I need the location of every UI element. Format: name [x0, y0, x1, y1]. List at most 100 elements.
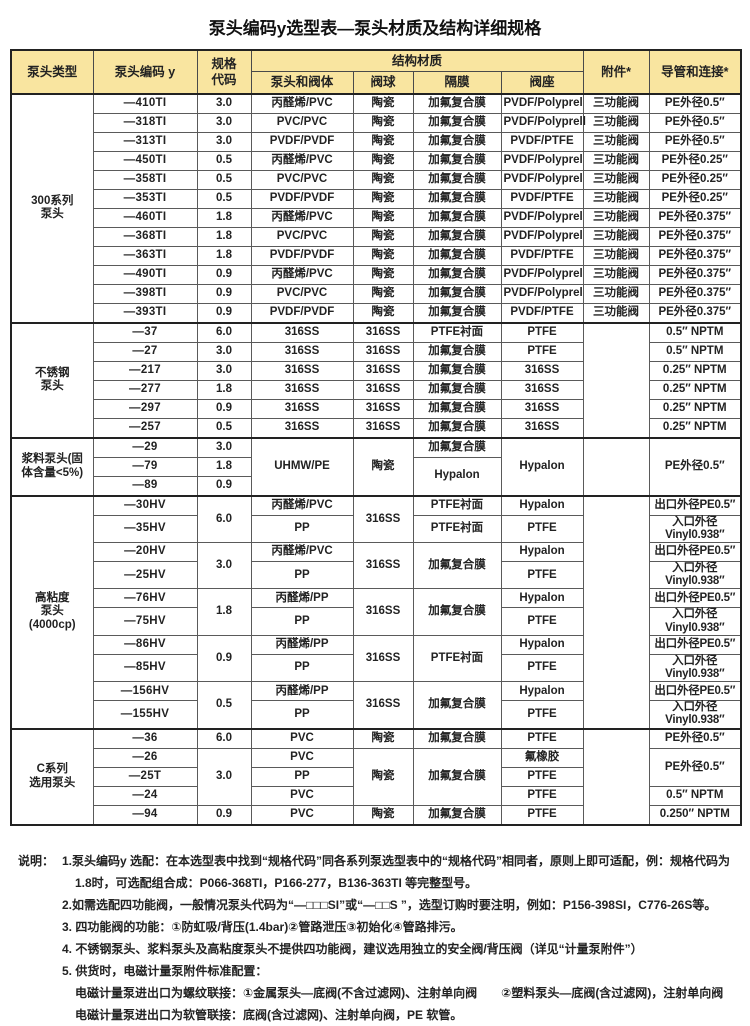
valve-ball-cell: 316SS [352, 417, 414, 438]
spec-code-cell: 0.9 [196, 264, 252, 285]
header-valve-ball: 阀球 [352, 71, 414, 94]
pump-code-cell: —450TI [92, 150, 198, 171]
valve-ball-cell: 316SS [352, 588, 414, 636]
tubing-cell: 0.5″ NPTM [648, 785, 742, 806]
pump-code-cell: —398TI [92, 283, 198, 304]
diaphragm-cell: 加氟复合膜 [412, 112, 502, 133]
valve-ball-cell: 陶瓷 [352, 727, 414, 749]
diaphragm-cell: 加氟复合膜 [412, 226, 502, 247]
diaphragm-cell: 加氟复合膜 [412, 131, 502, 152]
diaphragm-cell: 加氟复合膜 [412, 341, 502, 362]
head-valve-body-cell: 316SS [250, 341, 354, 362]
tubing-cell: PE外径0.375″ [648, 245, 742, 266]
diaphragm-cell: 加氟复合膜 [412, 681, 502, 730]
table-row: —313TI 3.0 PVDF/PVDF 陶瓷 加氟复合膜 PVDF/PTFE 三功能阀 PE… [11, 131, 742, 152]
pump-code-cell: —76HV [92, 588, 198, 609]
valve-ball-cell: 316SS [352, 541, 414, 590]
tubing-cell: 入口外径Vinyl0.938″ [648, 653, 742, 683]
spec-code-cell: 3.0 [196, 131, 252, 152]
pump-code-cell: —85HV [92, 653, 198, 683]
diaphragm-cell: 加氟复合膜 [412, 417, 502, 438]
pump-code-cell: —29 [92, 436, 198, 458]
valve-ball-cell: 陶瓷 [352, 188, 414, 209]
table-row: —155HV PP PTFE 入口外径Vinyl0.938″ [11, 700, 742, 730]
spec-code-cell: 3.0 [196, 112, 252, 133]
head-valve-body-cell: 丙醛烯/PP [250, 681, 354, 702]
table-row: —450TI 0.5 丙醛烯/PVC 陶瓷 加氟复合膜 PVDF/Polyprel 三功能阀… [11, 150, 742, 171]
valve-seat-cell: 316SS [500, 360, 584, 381]
pump-code-cell: —94 [92, 804, 198, 826]
head-valve-body-cell: 丙醛烯/PVC [250, 494, 354, 516]
header-pump-type: 泵头类型 [10, 49, 94, 94]
valve-ball-cell: 陶瓷 [352, 150, 414, 171]
valve-ball-cell: 陶瓷 [352, 436, 414, 496]
valve-seat-cell: PVDF/PTFE [500, 302, 584, 323]
pump-type-cell: 300系列 泵头 [10, 92, 94, 323]
tubing-cell: PE外径0.5″ [648, 131, 742, 152]
spec-code-cell: 1.8 [196, 379, 252, 400]
diaphragm-cell: 加氟复合膜 [412, 727, 502, 749]
valve-ball-cell: 316SS [352, 360, 414, 381]
spec-code-cell: 0.9 [196, 804, 252, 826]
pump-code-cell: —393TI [92, 302, 198, 323]
valve-seat-cell: PVDF/Polyprel [500, 226, 584, 247]
table-row: —20HV 3.0 丙醛烯/PVC 316SS 加氟复合膜 Hypalon 出口外径PE0.… [11, 541, 742, 590]
pump-code-cell: —490TI [92, 264, 198, 285]
valve-seat-cell: PVDF/Polyprel [500, 169, 584, 190]
head-valve-body-cell: 316SS [250, 417, 354, 438]
tubing-cell: PE外径0.375″ [648, 226, 742, 247]
head-valve-body-cell: 丙醛烯/PVC [250, 264, 354, 285]
pump-code-cell: —257 [92, 417, 198, 438]
pump-code-cell: —24 [92, 785, 198, 806]
tubing-cell: PE外径0.5″ [648, 436, 742, 496]
pump-code-cell: —358TI [92, 169, 198, 190]
diaphragm-cell: 加氟复合膜 [412, 541, 502, 590]
tubing-cell: 0.25″ NPTM [648, 379, 742, 400]
spec-code-cell: 1.8 [196, 456, 252, 477]
table-row: —89 0.9 [11, 475, 741, 496]
table-row: —26 3.0 PVC 陶瓷 加氟复合膜 氟橡胶 PE外径0.5″ [11, 747, 742, 806]
table-row: —76HV 1.8 丙醛烯/PP 316SS 加氟复合膜 Hypalon 出口外径PE0.5… [11, 588, 742, 636]
tubing-cell: PE外径0.375″ [648, 302, 742, 323]
head-valve-body-cell: 丙醛烯/PP [250, 634, 354, 655]
valve-seat-cell: PVDF/PTFE [500, 245, 584, 266]
spec-code-cell: 0.9 [196, 475, 252, 496]
valve-seat-cell: PTFE [500, 321, 584, 343]
accessory-cell: 三功能阀 [582, 112, 650, 133]
diaphragm-cell: Hypalon [412, 456, 502, 496]
tubing-cell: PE外径0.5″ [648, 747, 742, 787]
diaphragm-cell: 加氟复合膜 [412, 264, 502, 285]
spec-code-cell: 0.5 [196, 169, 252, 190]
spec-code-cell: 0.9 [196, 398, 252, 419]
valve-seat-cell: PTFE [500, 653, 584, 683]
valve-seat-cell: PVDF/Polyprel [500, 150, 584, 171]
table-row: —393TI 0.9 PVDF/PVDF 陶瓷 加氟复合膜 PVDF/PTFE 三功能阀 PE… [11, 302, 742, 323]
head-valve-body-cell: PVC [250, 747, 354, 768]
spec-code-cell: 6.0 [196, 494, 252, 543]
valve-seat-cell: Hypalon [500, 634, 584, 655]
table-row: —297 0.9 316SS 316SS 加氟复合膜 316SS 0.25″ NPTM [11, 398, 742, 419]
table-row: 浆料泵头(固 体含量<5%) —29 3.0 UHMW/PE 陶瓷 加氟复合膜 Hypalo… [10, 436, 742, 496]
diaphragm-cell: 加氟复合膜 [412, 188, 502, 209]
diaphragm-cell: PTFE衬面 [412, 634, 502, 683]
header-tubing: 导管和连接* [648, 49, 742, 94]
head-valve-body-cell: UHMW/PE [250, 436, 354, 496]
head-valve-body-cell: PP [250, 766, 354, 787]
pump-code-cell: —318TI [92, 112, 198, 133]
valve-seat-cell: 316SS [500, 379, 584, 400]
tubing-cell: PE外径0.375″ [648, 283, 742, 304]
valve-seat-cell: PTFE [500, 804, 584, 826]
accessory-cell [582, 321, 650, 438]
pump-code-cell: —25T [92, 766, 198, 787]
valve-ball-cell: 316SS [352, 321, 414, 343]
valve-seat-cell: PVDF/PTFE [500, 188, 584, 209]
note-line: 1.泵头编码y 选配：在本选型表中找到“规格代码”同各系列泵选型表中的“规格代码… [62, 853, 731, 868]
tubing-cell: 0.25″ NPTM [648, 360, 742, 381]
head-valve-body-cell: PVC/PVC [250, 283, 354, 304]
pump-code-cell: —155HV [92, 700, 198, 730]
tubing-cell: 入口外径Vinyl0.938″ [648, 607, 742, 636]
table-row: —24 PVC PTFE 0.5″ NPTM [11, 785, 742, 806]
tubing-cell: 0.25″ NPTM [648, 398, 742, 419]
pump-code-cell: —297 [92, 398, 198, 419]
valve-seat-cell: PTFE [500, 766, 584, 787]
